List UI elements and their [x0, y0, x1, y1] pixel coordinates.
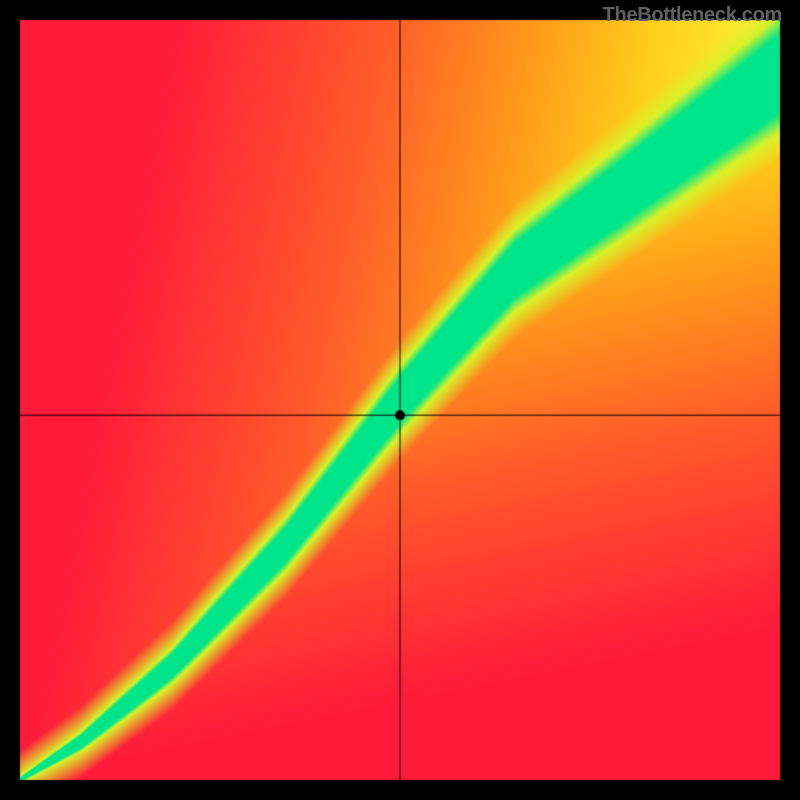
bottleneck-heatmap: [0, 0, 800, 800]
watermark-text: TheBottleneck.com: [603, 4, 782, 27]
chart-container: TheBottleneck.com: [0, 0, 800, 800]
